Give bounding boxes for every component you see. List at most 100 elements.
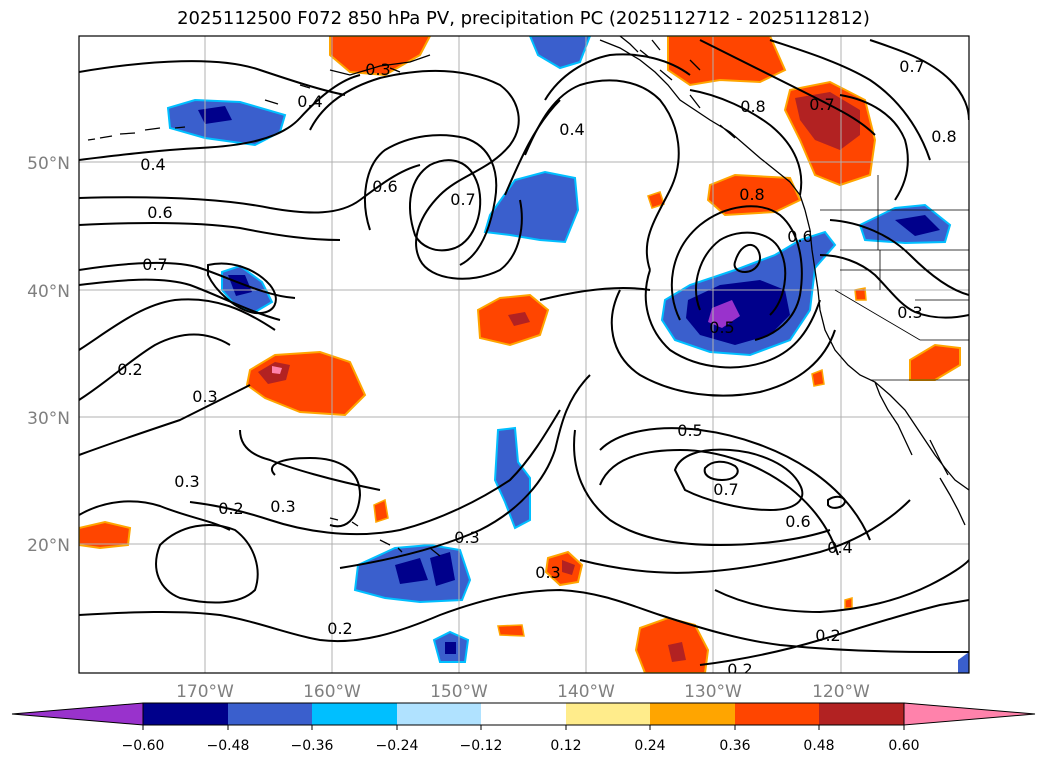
contour-label: 0.3 xyxy=(454,528,479,547)
colorbar-tick-label: −0.48 xyxy=(207,738,250,754)
pv-contour xyxy=(79,60,346,96)
contour-label: 0.6 xyxy=(147,203,172,222)
contour-label: 0.6 xyxy=(372,177,397,196)
colorbar-tick-label: 0.12 xyxy=(550,738,581,754)
precip-area xyxy=(445,642,456,654)
colorbar-segment xyxy=(819,703,904,725)
pv-contour xyxy=(819,254,969,319)
pv-contour xyxy=(79,298,276,351)
pv-contour xyxy=(827,495,847,509)
lat-label: 40°N xyxy=(27,282,70,302)
lon-label: 130°W xyxy=(684,682,742,702)
colorbar-segment xyxy=(566,703,650,725)
contour-label: 0.3 xyxy=(535,563,560,582)
coastline-alaska-panhandle xyxy=(619,36,701,71)
precip-area xyxy=(508,312,530,326)
pv-contour xyxy=(579,499,911,574)
precip-area xyxy=(272,366,282,374)
pv-contour xyxy=(339,374,591,569)
precip-area xyxy=(668,642,686,662)
pv-contour xyxy=(539,287,651,301)
pv-contour xyxy=(714,559,969,614)
contour-label: 0.7 xyxy=(142,255,167,274)
colorbar-tick-label: −0.12 xyxy=(460,738,503,754)
precip-area xyxy=(79,520,132,550)
contour-label: 0.6 xyxy=(785,512,810,531)
precip-area xyxy=(528,36,592,70)
colorbar-tick-label: 0.48 xyxy=(803,738,834,754)
contour-label: 0.8 xyxy=(739,185,764,204)
pv-contour xyxy=(839,94,909,201)
coastline-mexico xyxy=(939,477,966,526)
colorbar-segment xyxy=(735,703,819,725)
pv-contour xyxy=(829,219,969,296)
colorbar-extend-left xyxy=(11,702,144,726)
pv-contour xyxy=(79,261,296,299)
colorbar-outline xyxy=(142,702,905,726)
contour-label: 0.3 xyxy=(897,303,922,322)
pv-contour xyxy=(79,74,361,161)
precip-area xyxy=(497,624,525,637)
contour-label: 0.4 xyxy=(559,120,584,139)
pv-contour xyxy=(703,460,739,482)
precip-area xyxy=(562,560,575,575)
colorbar-segment xyxy=(481,703,566,725)
pv-contour xyxy=(409,159,482,252)
pv-contour xyxy=(599,448,839,556)
lat-label: 30°N xyxy=(27,409,70,429)
contour-label: 0.7 xyxy=(809,95,834,114)
pv-contour xyxy=(733,243,761,274)
pv-contour xyxy=(207,262,277,315)
pv-contour xyxy=(544,53,691,101)
pv-contour xyxy=(869,39,969,121)
precip-area xyxy=(430,552,455,586)
contour-label: 0.3 xyxy=(174,472,199,491)
colorbar-extend-right xyxy=(903,702,1036,726)
pv-contour xyxy=(309,69,523,280)
pv-contour xyxy=(364,134,498,266)
pv-contour xyxy=(670,205,803,341)
precip-area xyxy=(958,652,969,673)
pv-contour xyxy=(79,588,969,653)
colorbar-segment xyxy=(650,703,735,725)
precip-area xyxy=(811,368,825,387)
precip-area xyxy=(706,173,802,217)
pv-contour xyxy=(573,429,831,547)
colorbar-segment xyxy=(397,703,481,725)
lat-label: 50°N xyxy=(27,154,70,174)
precip-area xyxy=(373,498,389,524)
contour-label: 0.8 xyxy=(931,127,956,146)
precip-area xyxy=(667,36,787,87)
colorbar-tick-label: 0.24 xyxy=(634,738,665,754)
precip-positive-areas xyxy=(79,36,961,673)
pv-contour xyxy=(610,289,836,397)
pv-contour xyxy=(699,599,969,666)
contour-label: 0.8 xyxy=(740,97,765,116)
colorbar-segment xyxy=(228,703,312,725)
coastline-british-columbia xyxy=(599,39,806,211)
colorbar-tick-label: 0.60 xyxy=(888,738,919,754)
precip-negative-areas xyxy=(166,36,969,673)
colorbar-segment xyxy=(143,703,228,725)
contour-label: 0.2 xyxy=(815,626,840,645)
pv-contours xyxy=(79,39,969,666)
precip-area xyxy=(844,597,853,609)
precip-area xyxy=(647,191,665,209)
map-frame xyxy=(78,35,970,674)
colorbar-segment xyxy=(312,703,397,725)
pv-contour xyxy=(524,79,680,271)
lon-label: 150°W xyxy=(430,682,488,702)
pv-contour xyxy=(673,448,804,512)
precip-area xyxy=(395,558,428,584)
colorbar-tick-label: −0.36 xyxy=(291,738,334,754)
lat-label: 20°N xyxy=(27,536,70,556)
pv-contour xyxy=(695,231,787,316)
contour-label: 0.4 xyxy=(140,155,165,174)
precip-area xyxy=(198,106,232,124)
pv-contour xyxy=(79,222,341,241)
pv-contour xyxy=(79,384,251,456)
map-grid xyxy=(79,36,969,673)
coastline-hawaii xyxy=(329,517,441,557)
pv-contour xyxy=(689,89,803,196)
